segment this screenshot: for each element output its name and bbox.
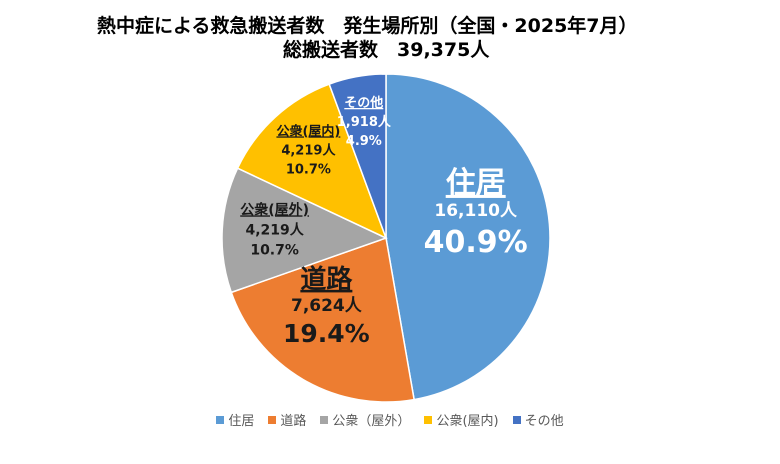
slice-label-koshu-okugai-name: 公衆(屋外): [240, 201, 309, 218]
slice-label-koshu-okugai-percent: 10.7%: [250, 242, 299, 258]
pie-slice-jukyo: [385, 73, 551, 401]
legend-label: 公衆(屋内): [436, 414, 499, 429]
slice-label-sonota-name: その他: [344, 95, 383, 111]
slice-label-doro-value: 7,624人: [291, 296, 363, 316]
slice-label-doro-name: 道路: [300, 264, 353, 295]
chart-legend: 住居 道路 公衆（屋外） 公衆(屋内) その他: [0, 410, 780, 429]
slice-label-koshu-okugai-value: 4,219人: [245, 221, 304, 238]
legend-label: その他: [524, 414, 564, 429]
slice-label-sonota-value: 1,918人: [337, 114, 392, 130]
slice-label-koshu-okunai-percent: 10.7%: [286, 162, 331, 177]
slice-label-jukyo-name: 住居: [446, 166, 506, 201]
legend-swatch: [216, 415, 225, 424]
pie-slice-koshu-okugai: [221, 167, 388, 294]
legend-label: 住居: [228, 414, 255, 429]
pie-slice-koshu-okunai: [236, 83, 388, 240]
legend-swatch: [268, 415, 277, 424]
slice-label-jukyo-percent: 40.9%: [424, 225, 528, 260]
title-line-1: 熱中症による救急搬送者数 発生場所別（全国・2025年7月）: [97, 15, 638, 37]
slice-label-koshu-okunai-name: 公衆(屋内): [276, 123, 340, 139]
pie-slice-doro: [230, 236, 415, 403]
legend-swatch: [320, 415, 329, 424]
legend-item: 住居: [216, 410, 254, 429]
legend-item: その他: [512, 410, 564, 429]
slice-label-sonota-percent: 4.9%: [346, 134, 382, 149]
legend-swatch: [512, 415, 521, 424]
legend-swatch: [424, 415, 433, 424]
pie-slice-sonota: [328, 73, 387, 239]
chart-title: 熱中症による救急搬送者数 発生場所別（全国・2025年7月） 総搬送者数 39,…: [0, 14, 780, 62]
legend-label: 道路: [280, 414, 307, 429]
slice-label-koshu-okunai-value: 4,219人: [281, 142, 336, 158]
legend-item: 公衆（屋外）: [320, 410, 410, 429]
title-line-2: 総搬送者数 39,375人: [283, 39, 490, 61]
legend-item: 公衆(屋内): [424, 410, 499, 429]
slice-label-doro-percent: 19.4%: [283, 319, 370, 348]
slice-label-jukyo-value: 16,110人: [434, 201, 518, 221]
legend-label: 公衆（屋外）: [332, 414, 411, 429]
legend-item: 道路: [268, 410, 306, 429]
